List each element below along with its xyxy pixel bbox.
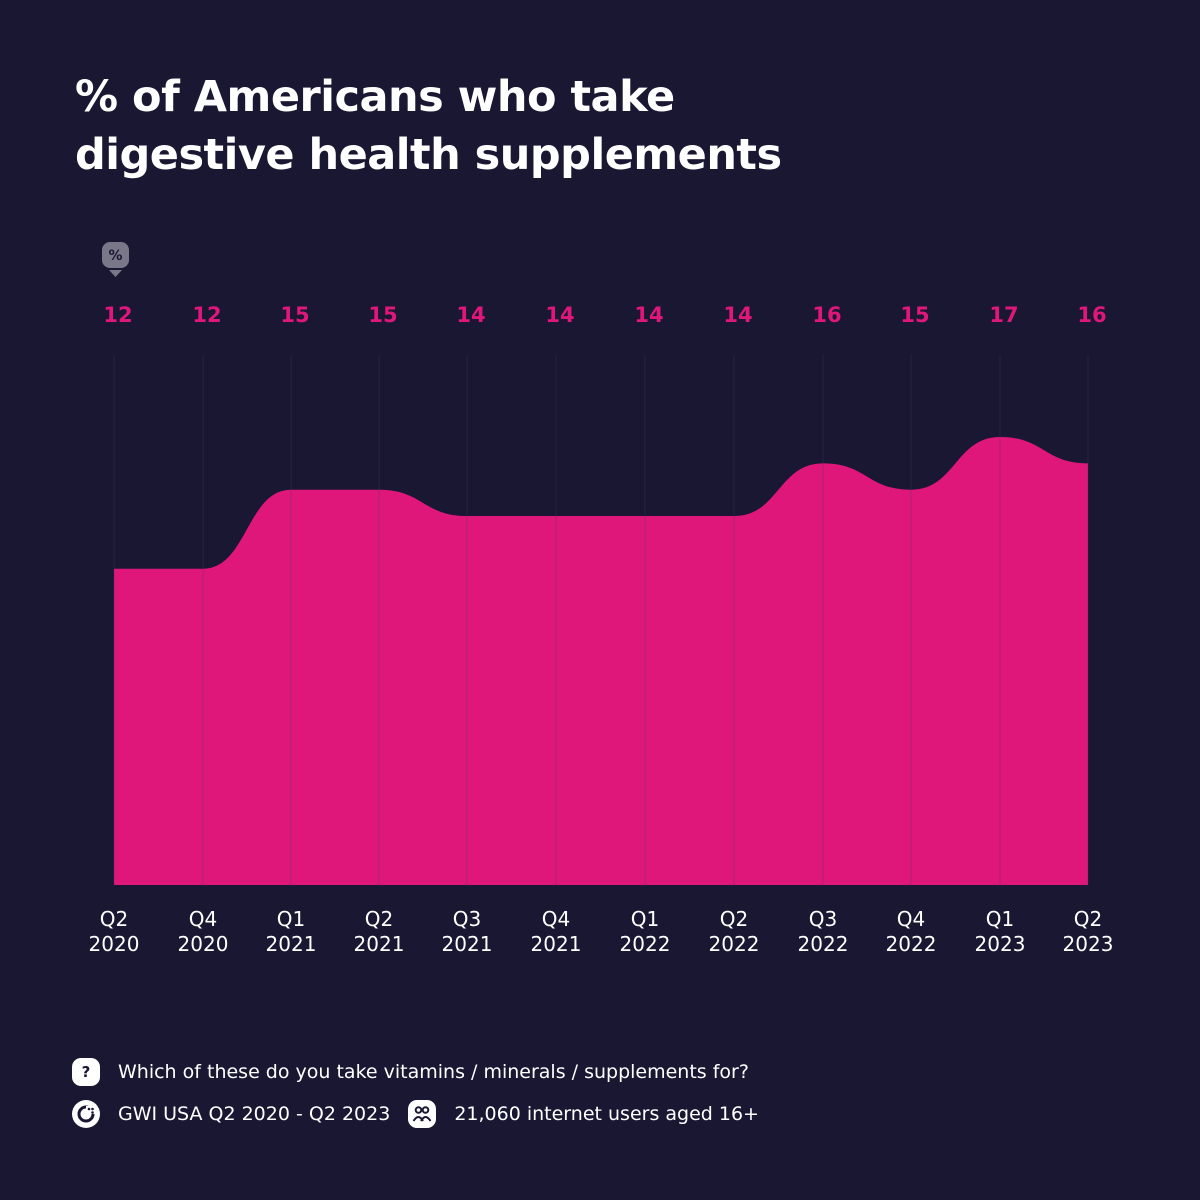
footer-question: ? Which of these do you take vitamins / … xyxy=(72,1058,749,1086)
chart-title: % of Americans who take digestive health… xyxy=(75,68,782,184)
x-tick-quarter: Q2 xyxy=(100,907,128,931)
unit-badge-pointer xyxy=(109,270,122,277)
x-tick-year: 2020 xyxy=(89,932,140,956)
x-tick-year: 2020 xyxy=(178,932,229,956)
x-tick-year: 2022 xyxy=(798,932,849,956)
data-label: 15 xyxy=(280,303,309,327)
area-series xyxy=(114,437,1088,885)
percent-icon: % xyxy=(108,248,122,264)
x-tick-year: 2022 xyxy=(886,932,937,956)
x-tick-quarter: Q4 xyxy=(542,907,570,931)
x-tick-year: 2021 xyxy=(266,932,317,956)
unit-badge: % xyxy=(102,242,129,277)
x-tick-quarter: Q4 xyxy=(189,907,217,931)
x-tick-quarter: Q2 xyxy=(365,907,393,931)
data-label: 16 xyxy=(1077,303,1106,327)
data-label: 16 xyxy=(812,303,841,327)
x-tick-quarter: Q2 xyxy=(720,907,748,931)
data-label: 12 xyxy=(192,303,221,327)
data-label: 15 xyxy=(368,303,397,327)
x-tick-year: 2021 xyxy=(442,932,493,956)
gwi-logo-icon xyxy=(72,1100,100,1128)
x-tick-quarter: Q3 xyxy=(453,907,481,931)
x-tick-quarter: Q1 xyxy=(277,907,305,931)
x-tick-year: 2022 xyxy=(620,932,671,956)
x-tick-year: 2023 xyxy=(1063,932,1114,956)
x-tick-quarter: Q1 xyxy=(986,907,1014,931)
title-line-1: % of Americans who take xyxy=(75,72,675,122)
data-label: 12 xyxy=(103,303,132,327)
footer-source: GWI USA Q2 2020 - Q2 2023 21,060 interne… xyxy=(72,1100,759,1128)
x-tick-quarter: Q1 xyxy=(631,907,659,931)
question-icon: ? xyxy=(72,1058,100,1086)
title-line-2: digestive health supplements xyxy=(75,130,782,180)
x-tick-year: 2022 xyxy=(709,932,760,956)
x-tick-quarter: Q4 xyxy=(897,907,925,931)
data-label: 14 xyxy=(634,303,663,327)
x-tick-year: 2021 xyxy=(354,932,405,956)
x-tick-year: 2021 xyxy=(531,932,582,956)
data-label: 14 xyxy=(545,303,574,327)
question-text: Which of these do you take vitamins / mi… xyxy=(118,1061,749,1083)
x-tick-quarter: Q3 xyxy=(809,907,837,931)
area-chart: % Q22020Q42020Q12021Q22021Q32021Q42021Q1… xyxy=(89,242,1114,956)
data-label: 17 xyxy=(989,303,1018,327)
data-label: 15 xyxy=(900,303,929,327)
unit-badge-box xyxy=(102,242,129,268)
x-tick-quarter: Q2 xyxy=(1074,907,1102,931)
x-tick-year: 2023 xyxy=(975,932,1026,956)
sample-text: 21,060 internet users aged 16+ xyxy=(454,1103,759,1125)
data-label: 14 xyxy=(456,303,485,327)
users-icon xyxy=(408,1100,437,1128)
source-text: GWI USA Q2 2020 - Q2 2023 xyxy=(118,1103,391,1125)
data-label: 14 xyxy=(723,303,752,327)
